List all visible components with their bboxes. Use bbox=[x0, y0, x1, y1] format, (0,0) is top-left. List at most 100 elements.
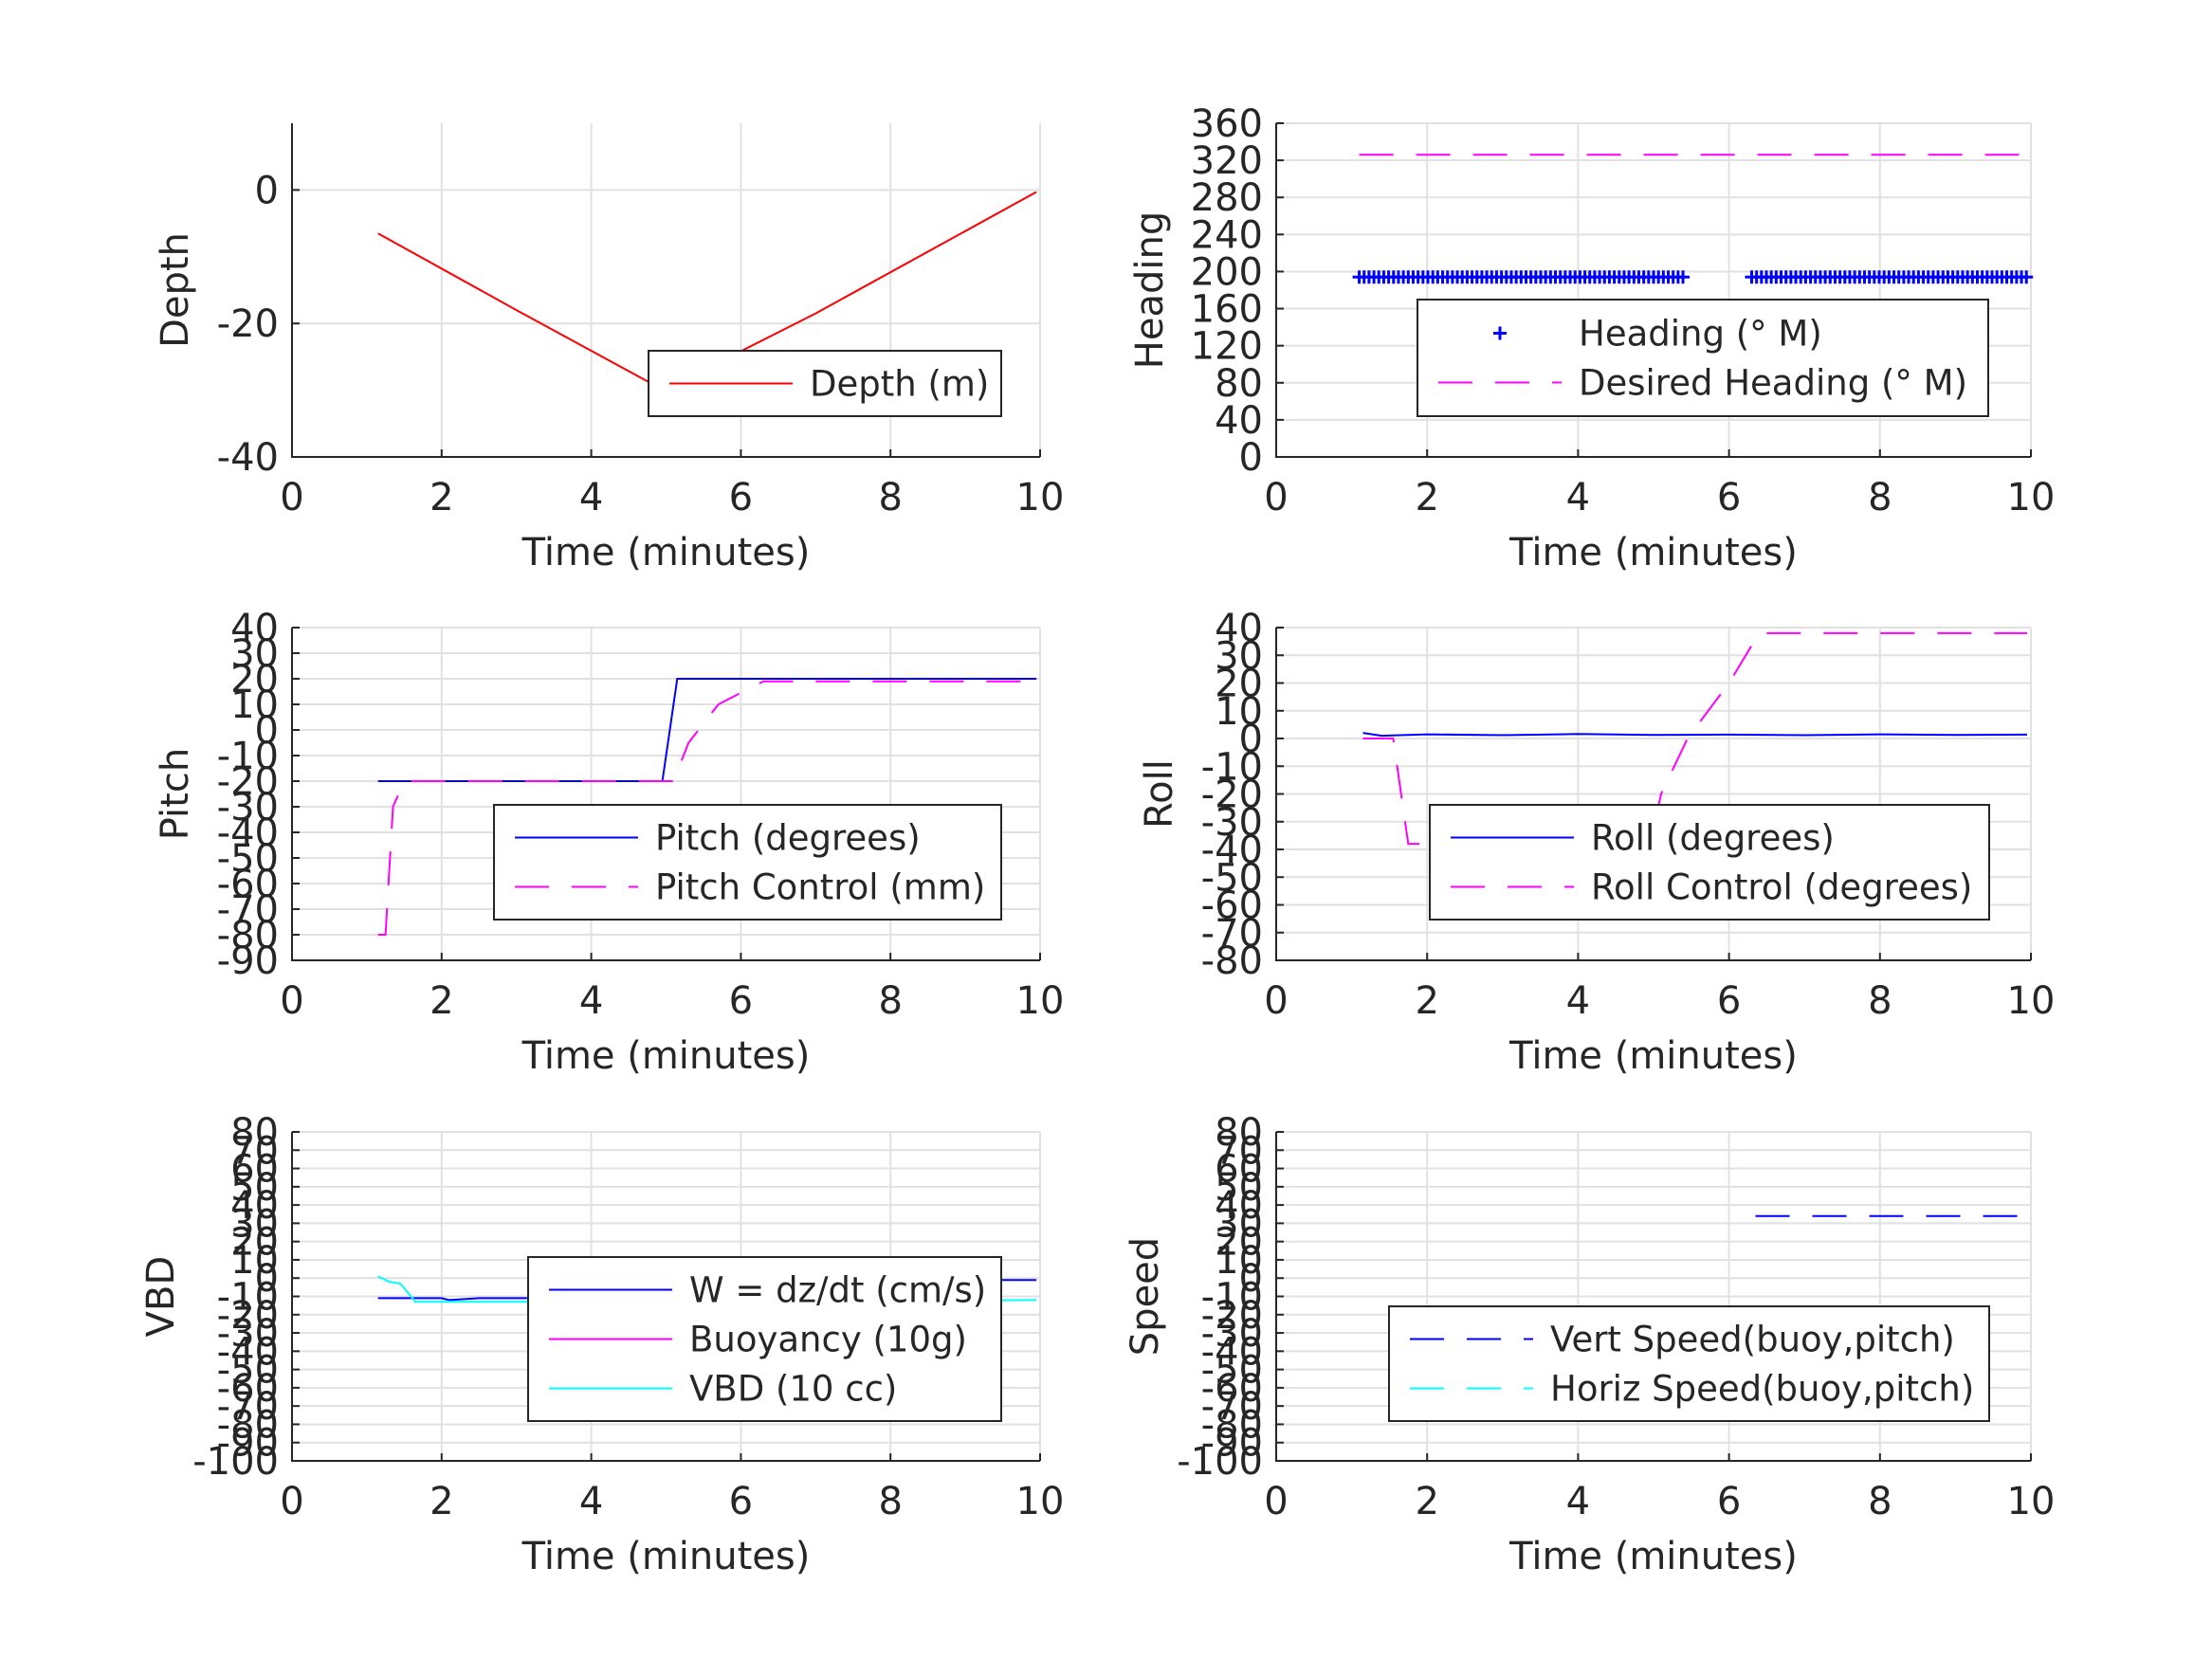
pitch-ytick-label: -10 bbox=[217, 735, 279, 778]
roll-ytick-label: -50 bbox=[1201, 856, 1263, 900]
roll-ytick-label: 30 bbox=[1215, 634, 1263, 678]
vbd-ytick-label: -10 bbox=[217, 1276, 279, 1320]
speed-legend-label: Vert Speed(buoy,pitch) bbox=[1550, 1320, 1955, 1360]
vbd-xtick-label: 4 bbox=[579, 1480, 603, 1523]
vbd-xtick-label: 2 bbox=[430, 1480, 453, 1523]
speed-ytick-label: 50 bbox=[1215, 1166, 1263, 1210]
roll-series-1-line bbox=[1362, 631, 2027, 846]
vbd-ytick-label: -90 bbox=[217, 1422, 279, 1466]
heading-ytick-label: 0 bbox=[1239, 436, 1263, 480]
vbd-legend: W = dz/dt (cm/s) Buoyancy (10g) VBD (10 cc… bbox=[527, 1256, 1002, 1422]
roll-ytick-label: -70 bbox=[1201, 912, 1263, 956]
heading-legend-label: Heading (° M) bbox=[1579, 314, 1822, 355]
speed-ylabel: Speed bbox=[1124, 1237, 1167, 1356]
roll-legend-label: Roll Control (degrees) bbox=[1591, 867, 1972, 908]
speed-ytick-label: 20 bbox=[1215, 1221, 1263, 1265]
heading-ytick-label: 280 bbox=[1191, 176, 1263, 220]
depth-ytick-label: -40 bbox=[217, 436, 279, 480]
depth-xtick-label: 6 bbox=[729, 476, 753, 520]
depth-legend: Depth (m) bbox=[648, 350, 1002, 417]
heading-ytick-label: 40 bbox=[1215, 399, 1263, 443]
vbd-ytick-label: 20 bbox=[230, 1221, 279, 1265]
speed-ytick-label: -50 bbox=[1201, 1349, 1263, 1393]
roll-ytick-label: -30 bbox=[1201, 801, 1263, 845]
roll-chart: 0 2 4 6 8 10-80-70-60-50-40-30-20-10010203040… bbox=[1138, 607, 2055, 1078]
vbd-legend-label: W = dz/dt (cm/s) bbox=[689, 1270, 986, 1311]
speed-ytick-label: -40 bbox=[1201, 1330, 1263, 1374]
heading-ytick-label: 360 bbox=[1191, 102, 1263, 146]
pitch-ytick-label: -50 bbox=[217, 837, 279, 881]
roll-ytick-label: 20 bbox=[1215, 663, 1263, 706]
heading-ytick-label: 120 bbox=[1191, 325, 1263, 369]
pitch-ytick-label: -20 bbox=[217, 760, 279, 804]
pitch-xtick-label: 2 bbox=[430, 979, 453, 1023]
roll-ytick-label: -40 bbox=[1201, 829, 1263, 872]
pitch-chart: 0 2 4 6 8 10-90-80-70-60-50-40-30-20-10010203… bbox=[154, 607, 1064, 1078]
speed-xtick-label: 8 bbox=[1868, 1480, 1892, 1523]
roll-ytick-label: 10 bbox=[1215, 690, 1263, 734]
roll-xtick-label: 8 bbox=[1868, 979, 1892, 1023]
heading-xlabel: Time (minutes) bbox=[1508, 531, 1798, 574]
roll-series-0-line bbox=[1362, 732, 2028, 738]
speed-legend-box bbox=[1388, 1305, 1990, 1422]
roll-ytick-label: 40 bbox=[1215, 607, 1263, 650]
roll-ytick-label: 0 bbox=[1239, 718, 1263, 761]
vbd-ytick-label: -100 bbox=[192, 1440, 279, 1484]
pitch-xtick-label: 6 bbox=[729, 979, 753, 1023]
roll-xtick-label: 6 bbox=[1717, 979, 1741, 1023]
vbd-ytick-label: 30 bbox=[230, 1202, 279, 1246]
vbd-ylabel: VBD bbox=[139, 1256, 183, 1338]
speed-ytick-label: -80 bbox=[1201, 1403, 1263, 1447]
depth-legend-label: Depth (m) bbox=[810, 364, 989, 405]
speed-ytick-label: 30 bbox=[1215, 1202, 1263, 1246]
pitch-ytick-label: -40 bbox=[217, 811, 279, 855]
pitch-ytick-label: 0 bbox=[255, 709, 279, 753]
pitch-ytick-label: -80 bbox=[217, 914, 279, 957]
vbd-ytick-label: -70 bbox=[217, 1385, 279, 1429]
vbd-xtick-label: 0 bbox=[280, 1480, 303, 1523]
vbd-xtick-label: 10 bbox=[1016, 1480, 1065, 1523]
heading-xtick-label: 6 bbox=[1717, 476, 1741, 520]
speed-ytick-label: -20 bbox=[1201, 1294, 1263, 1338]
heading-ytick-label: 80 bbox=[1215, 362, 1263, 406]
roll-ytick-label: -60 bbox=[1201, 884, 1263, 928]
speed-ytick-label: 0 bbox=[1239, 1257, 1263, 1301]
pitch-legend-label: Pitch Control (mm) bbox=[655, 867, 985, 908]
roll-xlabel: Time (minutes) bbox=[1508, 1034, 1798, 1078]
roll-legend: Roll (degrees) Roll Control (degrees) bbox=[1429, 804, 1990, 921]
depth-chart: 0 2 4 6 8 10 -40 -20 0 Time (minutes) Depth Depth (… bbox=[154, 123, 1064, 574]
speed-xtick-label: 10 bbox=[2007, 1480, 2056, 1523]
depth-xtick-label: 2 bbox=[430, 476, 453, 520]
heading-xtick-label: 4 bbox=[1566, 476, 1590, 520]
vbd-legend-label: Buoyancy (10g) bbox=[689, 1320, 967, 1360]
roll-ytick-label: -80 bbox=[1201, 939, 1263, 983]
heading-heading-point bbox=[1676, 270, 1691, 284]
speed-xtick-label: 6 bbox=[1717, 1480, 1741, 1523]
pitch-xtick-label: 8 bbox=[878, 979, 902, 1023]
vbd-ytick-label: 0 bbox=[255, 1257, 279, 1301]
roll-ytick-label: -10 bbox=[1201, 745, 1263, 789]
pitch-ytick-label: 30 bbox=[230, 632, 279, 676]
speed-ytick-label: 80 bbox=[1215, 1111, 1263, 1155]
pitch-ytick-label: 20 bbox=[230, 658, 279, 702]
roll-ylabel: Roll bbox=[1138, 759, 1181, 829]
vbd-ytick-label: 80 bbox=[230, 1111, 279, 1155]
vbd-xlabel: Time (minutes) bbox=[521, 1535, 811, 1578]
speed-ytick-label: 60 bbox=[1215, 1148, 1263, 1192]
pitch-legend: Pitch (degrees) Pitch Control (mm) bbox=[493, 804, 1002, 921]
depth-xtick-label: 8 bbox=[878, 476, 902, 520]
heading-xtick-label: 0 bbox=[1264, 476, 1288, 520]
heading-ylabel: Heading bbox=[1128, 211, 1172, 369]
speed-ytick-label: 70 bbox=[1215, 1129, 1263, 1173]
pitch-ytick-label: -90 bbox=[217, 939, 279, 983]
pitch-xtick-label: 0 bbox=[280, 979, 303, 1023]
speed-ytick-label: -90 bbox=[1201, 1422, 1263, 1466]
speed-ytick-label: 40 bbox=[1215, 1184, 1263, 1228]
roll-xtick-label: 0 bbox=[1264, 979, 1288, 1023]
pitch-xlabel: Time (minutes) bbox=[521, 1034, 811, 1078]
speed-ytick-label: -70 bbox=[1201, 1385, 1263, 1429]
vbd-xtick-label: 6 bbox=[729, 1480, 753, 1523]
roll-legend-box bbox=[1429, 804, 1990, 921]
depth-ytick-label: 0 bbox=[255, 169, 279, 212]
